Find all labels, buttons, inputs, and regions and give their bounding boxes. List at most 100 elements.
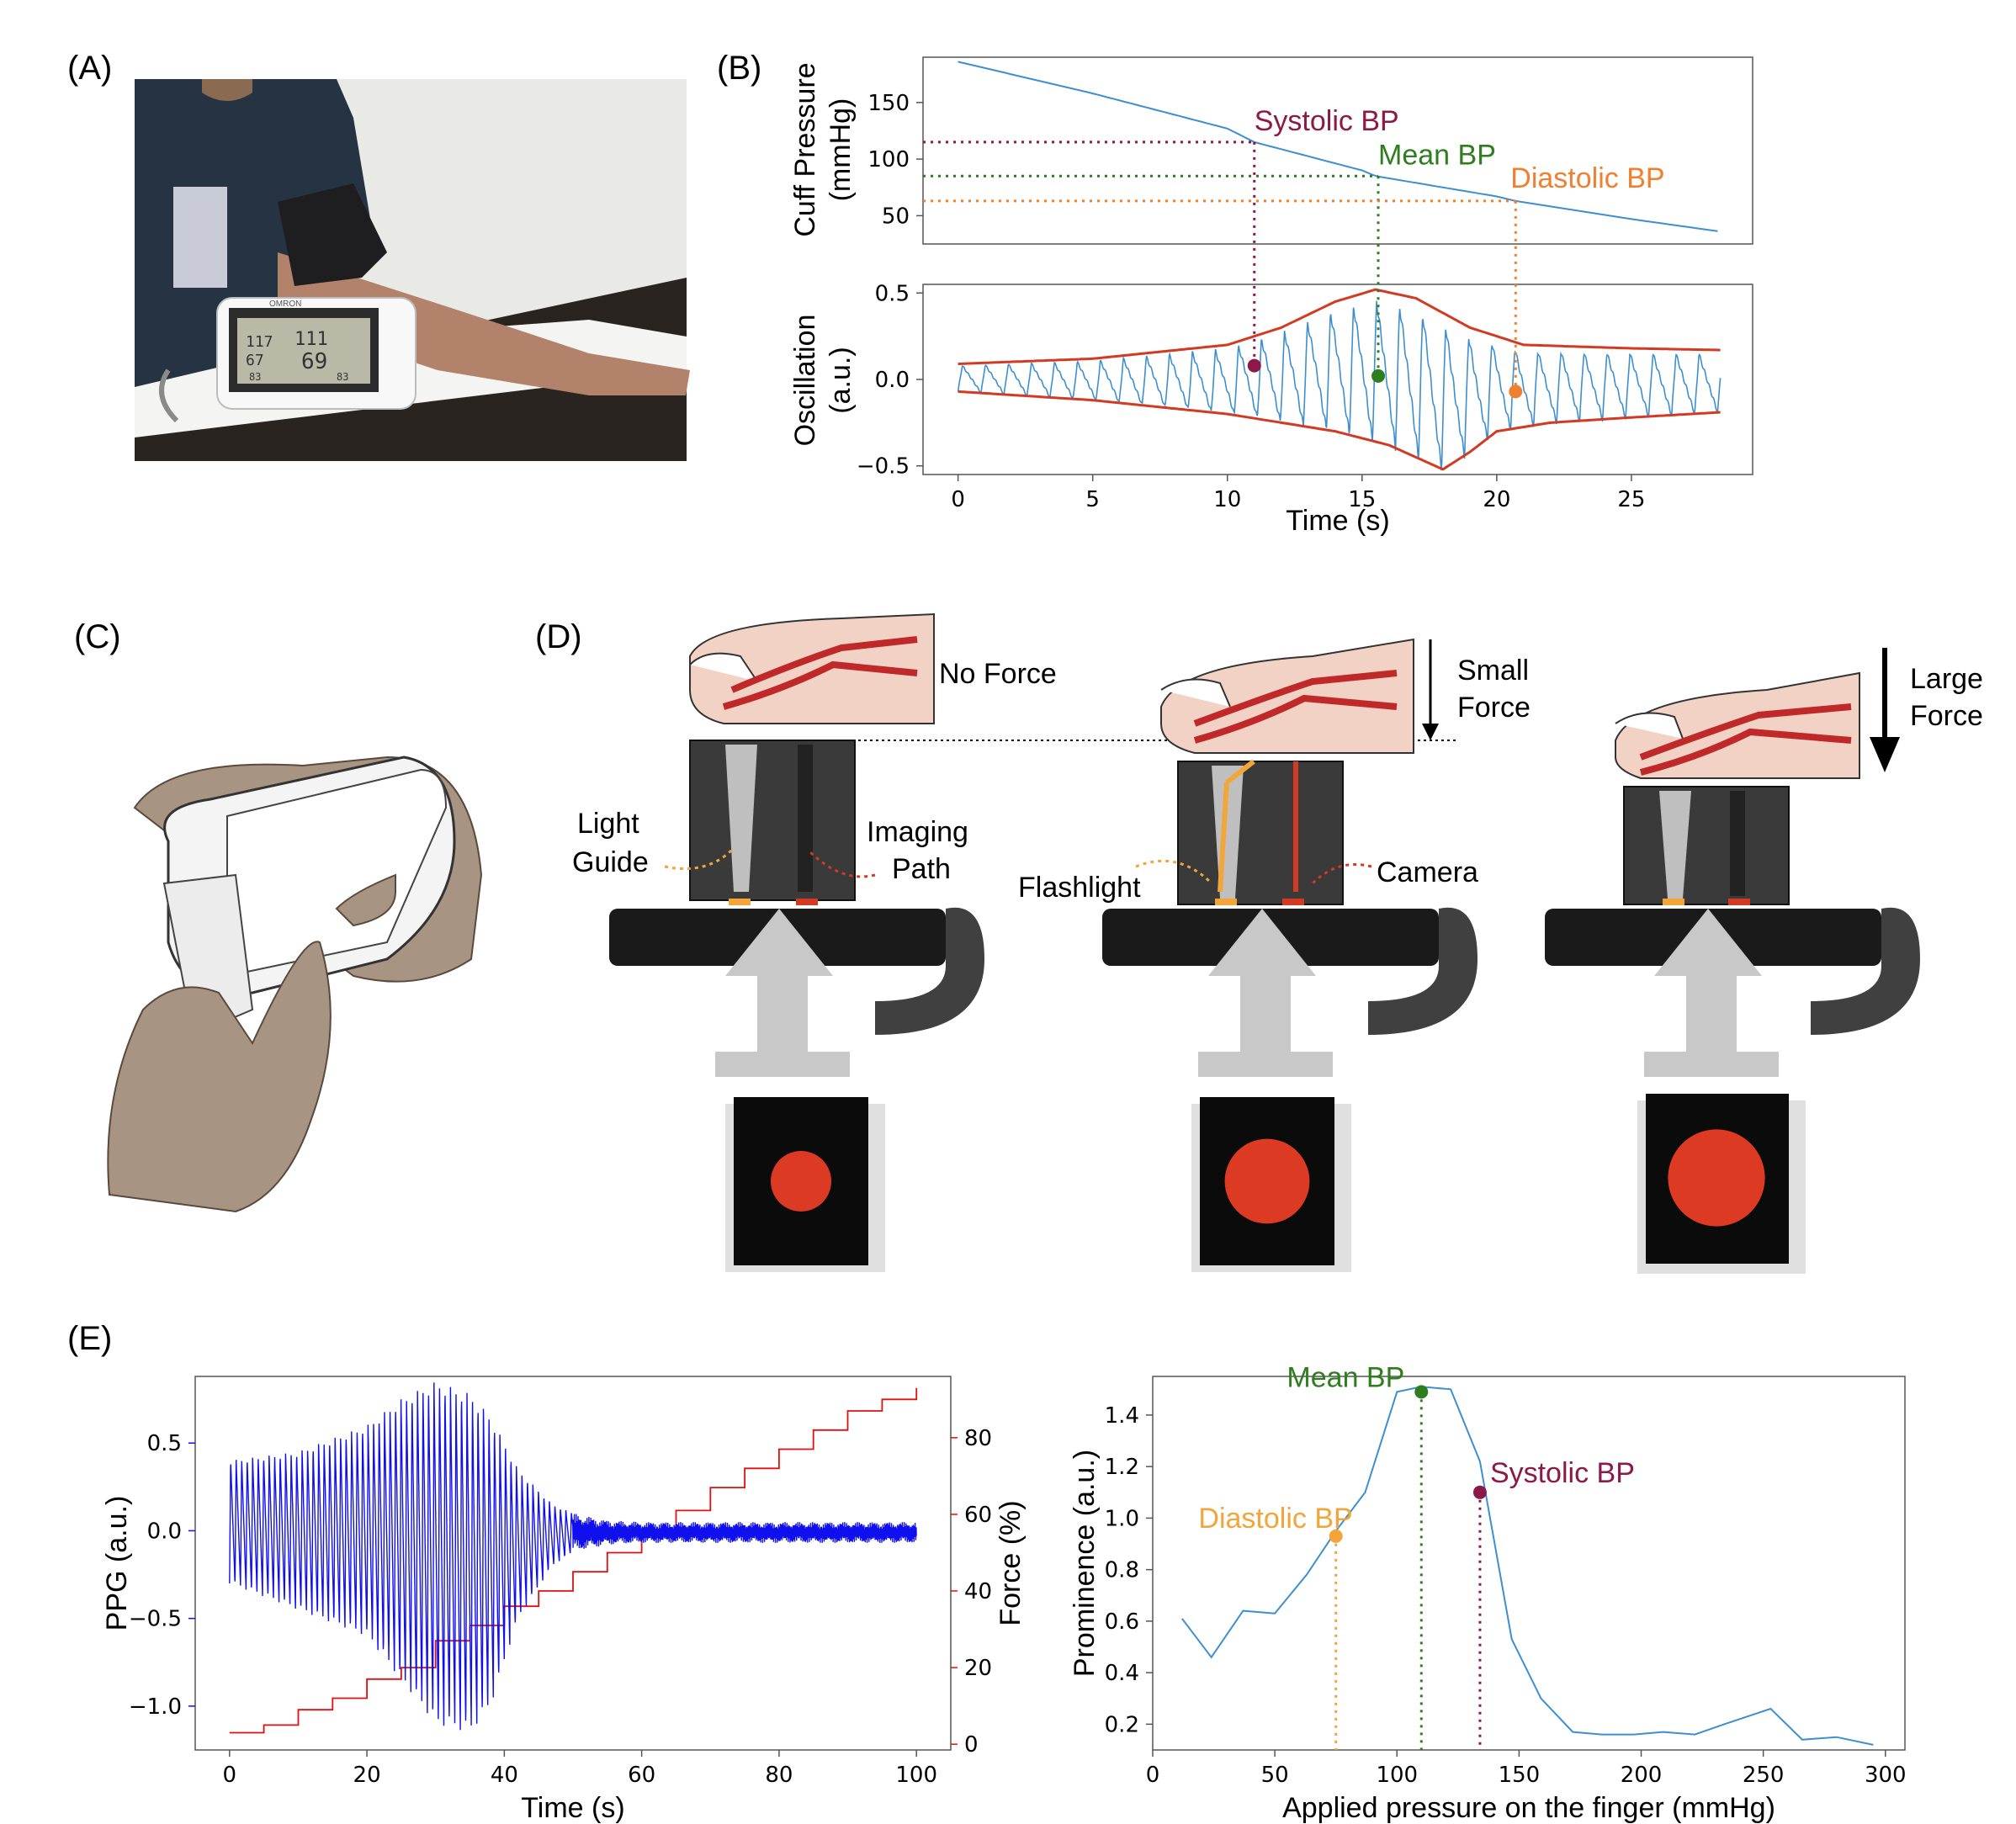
- chart-b-xtick-label: 25: [1617, 487, 1645, 512]
- marker-prominence-0: [1329, 1529, 1343, 1543]
- chart-e-right-ytick-label: 1.2: [1105, 1455, 1139, 1480]
- annotation-e-mean-bp: Mean BP: [1287, 1361, 1404, 1393]
- chart-e-right-axis-ytick-label: 20: [964, 1656, 992, 1681]
- prominence-line: [1181, 1386, 1874, 1746]
- monitor-reading-diastolic-2: 69: [301, 349, 327, 374]
- diagram-force-device: No Force Light Guide Imaging Path: [572, 612, 1983, 1274]
- label-large-force-line1: Large: [1910, 663, 1983, 695]
- marker-oscillation-1: [1371, 369, 1386, 383]
- panel-label-a: (A): [67, 50, 112, 87]
- chart-e-right-axis-ytick-label: 60: [964, 1503, 992, 1528]
- chart-e-right-xtick-label: 150: [1499, 1763, 1541, 1788]
- label-small-force-line1: Small: [1457, 655, 1529, 687]
- chart-e-left-ytick-label: −1.0: [129, 1694, 182, 1720]
- chart-e-left-xtick-label: 40: [491, 1763, 518, 1788]
- annotation-systolic-bp: Systolic BP: [1255, 105, 1399, 137]
- annotation-e-diastolic-bp: Diastolic BP: [1198, 1503, 1352, 1535]
- label-light-guide-line1: Light: [577, 808, 639, 840]
- chart-b-xtick-label: 15: [1348, 487, 1376, 512]
- chart-e-left-frame: [194, 1376, 952, 1751]
- oscillation-upper-envelope: [958, 288, 1721, 365]
- oscillation-line: [957, 300, 1722, 471]
- camera-spot-no-force: [771, 1151, 831, 1212]
- device-small-force: Small Force Flashlight Camera: [1018, 638, 1531, 1272]
- chart-e-right-ytick-label: 1.4: [1105, 1403, 1139, 1429]
- chart-e-right-ytick-label: 0.2: [1105, 1712, 1139, 1737]
- illustration-hand-holding-phone: [107, 756, 483, 1213]
- chart-b-top-ytick-label: 100: [867, 147, 910, 172]
- panel-label-b: (B): [717, 50, 761, 87]
- chart-e-left-xtick-label: 0: [223, 1763, 237, 1788]
- chart-b-bottom-ylabel-line1: Oscillation: [789, 315, 821, 447]
- panel-label-d: (D): [535, 618, 582, 655]
- monitor-reading-systolic: 117: [246, 333, 273, 351]
- panel-label-e: (E): [67, 1320, 112, 1357]
- label-flashlight: Flashlight: [1018, 872, 1141, 904]
- chart-b-bottom-ylabel-line2: (a.u.): [825, 347, 857, 413]
- chart-e-left-ytick-label: −0.5: [129, 1607, 182, 1632]
- marker-prominence-2: [1472, 1485, 1487, 1499]
- chart-e-left-xtick-label: 100: [895, 1763, 937, 1788]
- label-no-force: No Force: [939, 658, 1057, 690]
- label-imaging-path-line1: Imaging: [867, 816, 968, 848]
- chart-b-xtick-label: 0: [951, 487, 965, 512]
- chart-e-left-xlabel: Time (s): [521, 1792, 624, 1824]
- annotation-mean-bp: Mean BP: [1378, 139, 1496, 171]
- marker-oscillation-2: [1509, 384, 1523, 399]
- annotation-diastolic-bp: Diastolic BP: [1510, 162, 1664, 194]
- ppg-signal-line: [229, 1382, 917, 1731]
- panel-label-c: (C): [74, 618, 121, 655]
- chart-e-right-frame: [1152, 1376, 1906, 1751]
- annotation-e-systolic-bp: Systolic BP: [1490, 1457, 1635, 1489]
- chart-e-left-xtick-label: 20: [353, 1763, 381, 1788]
- marker-oscillation-0: [1247, 358, 1261, 373]
- chart-e-right-ytick-label: 0.6: [1105, 1609, 1139, 1635]
- chart-b-xlabel: Time (s): [1286, 505, 1389, 537]
- chart-e-left: 0 20 40 60 80 100 0.5 0.0 −0.5 −1.0 0 20 40 60 80 Time…: [101, 1376, 1027, 1824]
- chart-e-right: 0 50 100 150 200 250 3000.20.40.60.81.01.21.4 …: [1069, 1361, 1907, 1824]
- chart-e-left-ytick-label: 0.5: [147, 1431, 182, 1456]
- chart-b-xtick-label: 10: [1213, 487, 1241, 512]
- chart-b-top-ytick-label: 50: [882, 204, 910, 229]
- chart-e-left-xtick-label: 80: [765, 1763, 793, 1788]
- chart-e-left-ylabel-force: Force (%): [995, 1500, 1027, 1625]
- chart-e-right-ytick-label: 1.0: [1105, 1506, 1139, 1531]
- camera-spot-small-force: [1224, 1138, 1310, 1224]
- label-light-guide-line2: Guide: [572, 846, 649, 878]
- monitor-reading-systolic-2: 111: [294, 329, 328, 350]
- chart-e-right-xtick-label: 100: [1376, 1763, 1418, 1788]
- device-large-force: Large Force: [1545, 648, 1983, 1274]
- chart-b-top-frame: [922, 56, 1753, 245]
- chart-e-right-axis-ytick-label: 80: [964, 1426, 992, 1451]
- label-camera: Camera: [1377, 856, 1478, 888]
- photo-blood-pressure-monitor: 117 111 67 69 83 83 OMRON: [135, 79, 690, 461]
- chart-e-right-xtick-label: 300: [1865, 1763, 1907, 1788]
- chart-e-right-axis-ytick-label: 40: [964, 1579, 992, 1604]
- cuff-pressure-line: [958, 61, 1718, 232]
- chart-e-right-ytick-label: 0.4: [1105, 1661, 1139, 1686]
- chart-e-right-xlabel: Applied pressure on the finger (mmHg): [1282, 1792, 1775, 1824]
- chart-e-right-axis-ytick-label: 0: [964, 1732, 979, 1758]
- camera-spot-large-force: [1668, 1129, 1765, 1227]
- monitor-reading-diastolic: 67: [246, 352, 264, 369]
- chart-e-left-ytick-label: 0.0: [147, 1519, 182, 1544]
- device-no-force: No Force Light Guide Imaging Path: [572, 612, 1057, 1272]
- chart-e-right-ytick-label: 0.8: [1105, 1558, 1139, 1583]
- monitor-reading-pulse-2: 83: [337, 371, 348, 383]
- label-large-force-line2: Force: [1910, 700, 1983, 732]
- chart-e-left-ylabel-ppg: PPG (a.u.): [101, 1496, 133, 1631]
- chart-b-top-ytick-label: 150: [867, 91, 910, 116]
- oscillation-lower-envelope: [958, 390, 1721, 471]
- chart-e-right-ylabel: Prominence (a.u.): [1069, 1450, 1101, 1677]
- chart-e-right-xtick-label: 200: [1621, 1763, 1663, 1788]
- force-step-line: [229, 1387, 918, 1734]
- chart-e-left-xtick-label: 60: [628, 1763, 655, 1788]
- chart-b-bottom-ytick-label: −0.5: [857, 454, 910, 480]
- monitor-brand: OMRON: [269, 300, 301, 309]
- chart-e-right-xtick-label: 50: [1261, 1763, 1289, 1788]
- chart-b-xtick-label: 5: [1085, 487, 1100, 512]
- monitor-reading-pulse: 83: [249, 371, 261, 383]
- chart-b-bottom-ytick-label: 0.0: [875, 368, 910, 393]
- chart-b-bottom-ytick-label: 0.5: [875, 281, 910, 306]
